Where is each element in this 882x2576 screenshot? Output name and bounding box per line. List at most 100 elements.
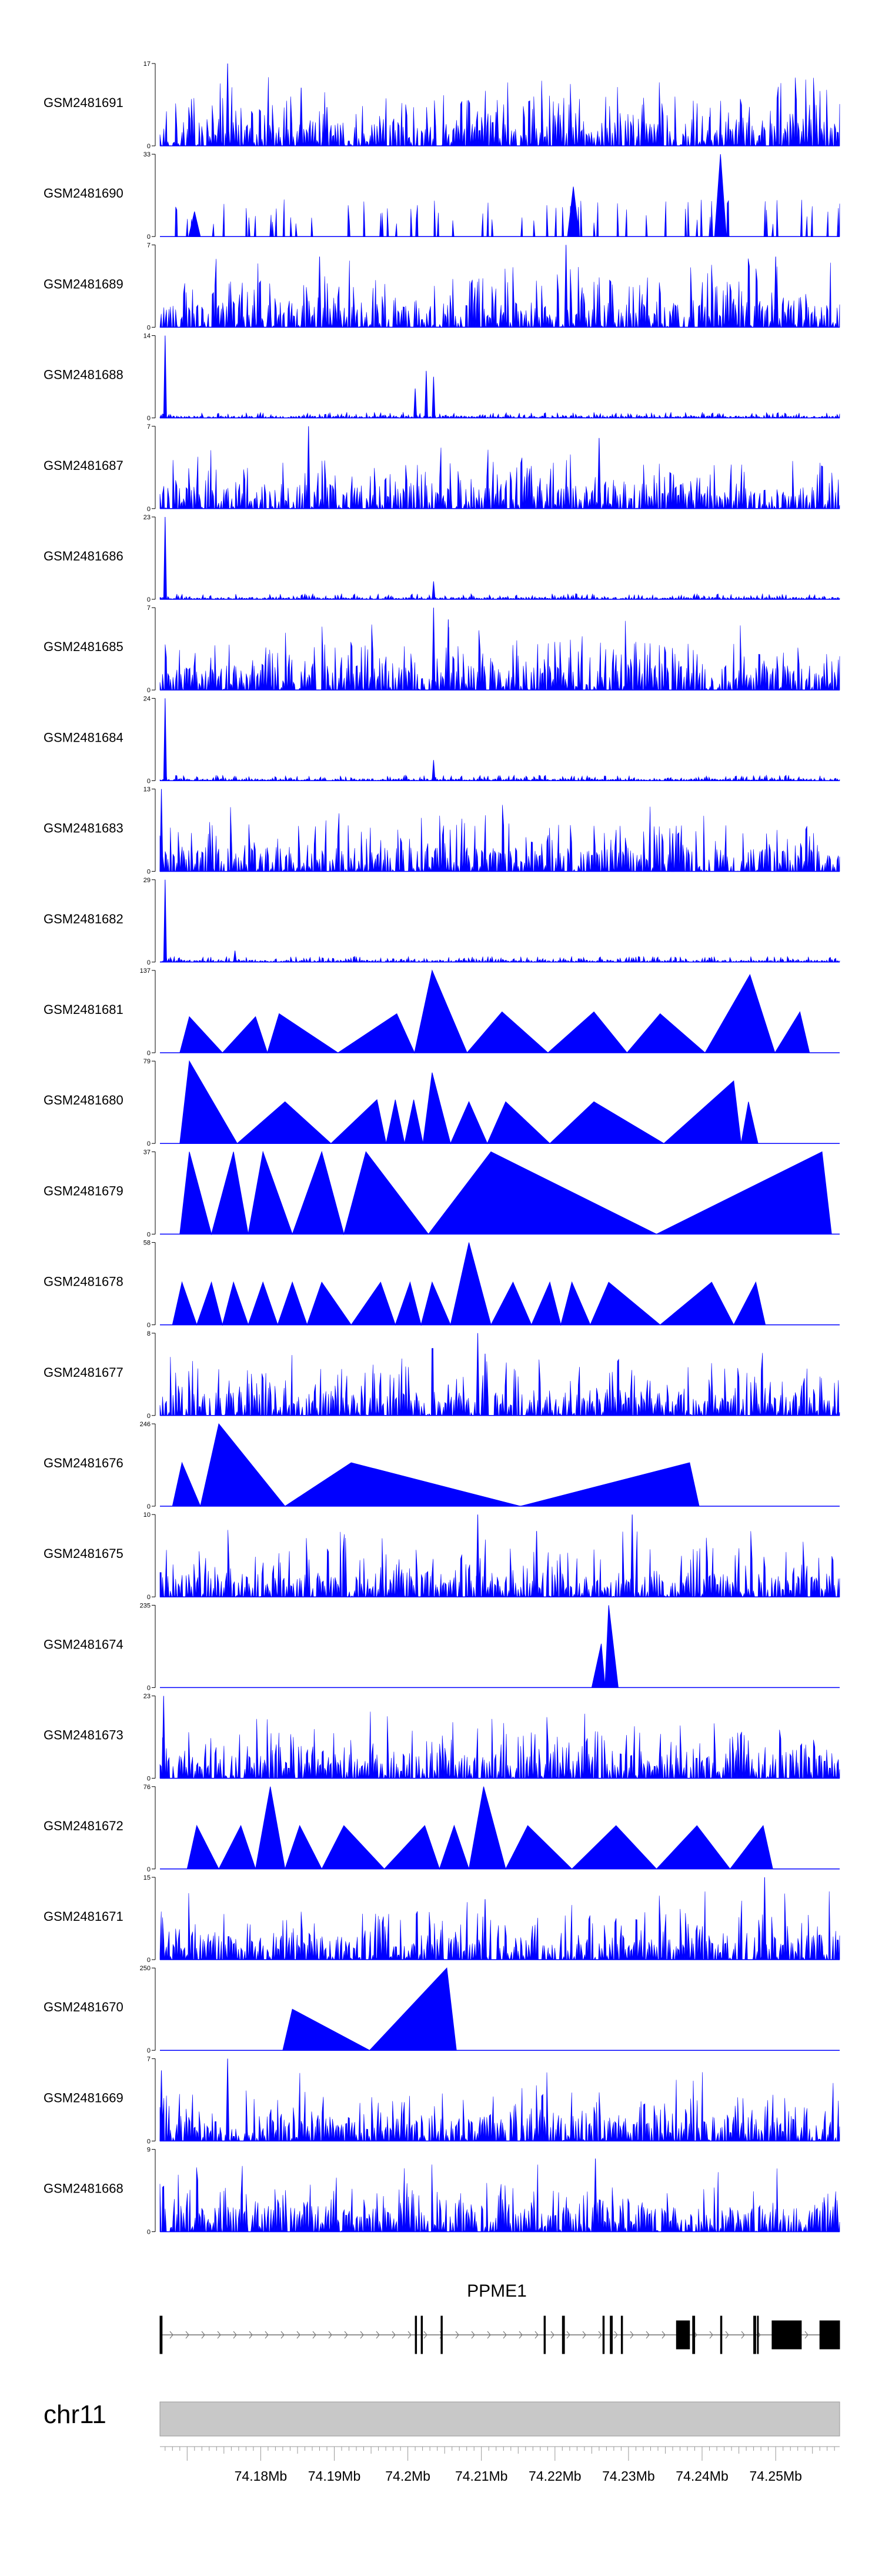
coverage-area (172, 1423, 700, 1507)
strand-arrow-icon (614, 2331, 618, 2339)
y-tick-label-min: 0 (147, 415, 151, 422)
strand-arrow-icon (201, 2331, 205, 2339)
gene-exon (720, 2315, 723, 2354)
coverage-track: GSM2481690 33 0 (44, 151, 840, 241)
chromosome-label: chr11 (44, 2400, 106, 2429)
coverage-track: GSM2481670 250 0 (44, 1965, 840, 2054)
strand-arrow-icon (725, 2331, 729, 2339)
coverage-peak (432, 581, 436, 600)
coverage-area (172, 1242, 766, 1326)
strand-arrow-icon (407, 2331, 412, 2339)
y-tick-label-max: 14 (143, 333, 151, 340)
coverage-peak (630, 1514, 634, 1597)
coverage-peak (318, 256, 322, 328)
y-tick-label-min: 0 (147, 778, 151, 785)
strand-arrow-icon (455, 2331, 459, 2339)
coverage-peak (483, 1353, 487, 1416)
coverage-track: GSM2481673 23 0 (44, 1693, 840, 1783)
track-label: GSM2481684 (44, 730, 123, 745)
coverage-track: GSM2481684 24 0 (44, 695, 840, 785)
y-tick-label-min: 0 (147, 2229, 151, 2236)
coverage-peak (159, 789, 163, 872)
track-label: GSM2481691 (44, 95, 123, 110)
y-tick-label-max: 15 (143, 1874, 151, 1881)
track-label: GSM2481671 (44, 1909, 123, 1924)
strand-arrow-icon (550, 2331, 554, 2339)
y-tick-label-max: 17 (143, 61, 151, 68)
coverage-peak (306, 426, 310, 509)
y-tick-label-max: 235 (140, 1602, 151, 1609)
coverage-track: GSM2481672 76 0 (44, 1784, 840, 1873)
coverage-peak (233, 950, 237, 963)
coverage-peak (226, 2058, 230, 2141)
x-tick-label: 74.24Mb (676, 2468, 729, 2484)
strand-arrow-icon (598, 2331, 602, 2339)
coverage-track: GSM2481671 15 0 (44, 1874, 840, 1964)
strand-arrow-icon (249, 2331, 253, 2339)
coverage-peak (446, 1384, 450, 1416)
gene-exon (819, 2320, 840, 2350)
strand-arrow-icon (169, 2331, 173, 2339)
coverage-peak (163, 516, 167, 600)
y-tick-label-max: 246 (140, 1421, 151, 1428)
coverage-track: GSM2481687 7 0 (44, 423, 840, 513)
y-tick-label-max: 8 (147, 1330, 151, 1337)
strand-arrow-icon (328, 2331, 332, 2339)
coverage-area (159, 774, 840, 782)
strand-arrow-icon (630, 2331, 634, 2339)
strand-arrow-icon (376, 2331, 380, 2339)
strand-arrow-icon (423, 2331, 427, 2339)
coverage-track: GSM2481688 14 0 (44, 333, 840, 422)
coverage-area (159, 2164, 840, 2233)
coverage-track: GSM2481685 7 0 (44, 605, 840, 694)
track-label: GSM2481687 (44, 458, 123, 473)
y-tick-label-max: 137 (140, 967, 151, 975)
coverage-peak (163, 698, 167, 781)
coverage-track: GSM2481676 246 0 (44, 1421, 840, 1510)
strand-arrow-icon (185, 2331, 189, 2339)
coverage-peak (163, 335, 167, 419)
track-label: GSM2481688 (44, 368, 123, 382)
strand-arrow-icon (233, 2331, 237, 2339)
y-tick-label-min: 0 (147, 2138, 151, 2145)
y-tick-label-max: 29 (143, 877, 151, 884)
y-tick-label-max: 76 (143, 1784, 151, 1791)
x-tick-label: 74.21Mb (455, 2468, 508, 2484)
coverage-track: GSM2481691 17 0 (44, 61, 840, 150)
coverage-peak (534, 1531, 539, 1597)
y-tick-label-min: 0 (147, 1594, 151, 1601)
coverage-peak (162, 1696, 166, 1779)
gene-exon (757, 2315, 759, 2354)
track-label: GSM2481685 (44, 639, 123, 654)
strand-arrow-icon (534, 2331, 539, 2339)
coverage-peak (707, 116, 711, 146)
y-tick-label-min: 0 (147, 1050, 151, 1057)
coverage-peak (641, 121, 646, 146)
y-tick-label-max: 7 (147, 423, 151, 431)
y-tick-label-min: 0 (147, 2047, 151, 2054)
coverage-peak (567, 186, 580, 237)
strand-arrow-icon (265, 2331, 269, 2339)
y-tick-label-max: 37 (143, 1149, 151, 1156)
coverage-area (179, 1060, 759, 1144)
coverage-area (160, 199, 840, 237)
coverage-track: GSM2481689 7 0 (44, 242, 840, 331)
genome-axis-track: chr11 74.18Mb 74.19Mb 74.2Mb 74.21Mb 74.22Mb 7… (44, 2400, 840, 2484)
track-label: GSM2481672 (44, 1818, 123, 1833)
y-tick-label-min: 0 (147, 1322, 151, 1329)
coverage-track: GSM2481682 29 0 (44, 877, 840, 966)
coverage-peak (188, 211, 201, 237)
strand-arrow-icon (566, 2331, 570, 2339)
coverage-area (159, 77, 840, 147)
coverage-area (159, 448, 840, 509)
coverage-area (282, 1967, 457, 2051)
y-tick-label-min: 0 (147, 869, 151, 876)
x-tick-label: 74.19Mb (308, 2468, 361, 2484)
y-tick-label-min: 0 (147, 596, 151, 603)
coverage-peak (670, 833, 675, 872)
y-tick-label-max: 13 (143, 786, 151, 793)
x-tick-label: 74.2Mb (385, 2468, 430, 2484)
coverage-area (159, 805, 840, 872)
y-tick-label-max: 7 (147, 2056, 151, 2063)
y-tick-label-min: 0 (147, 1776, 151, 1783)
